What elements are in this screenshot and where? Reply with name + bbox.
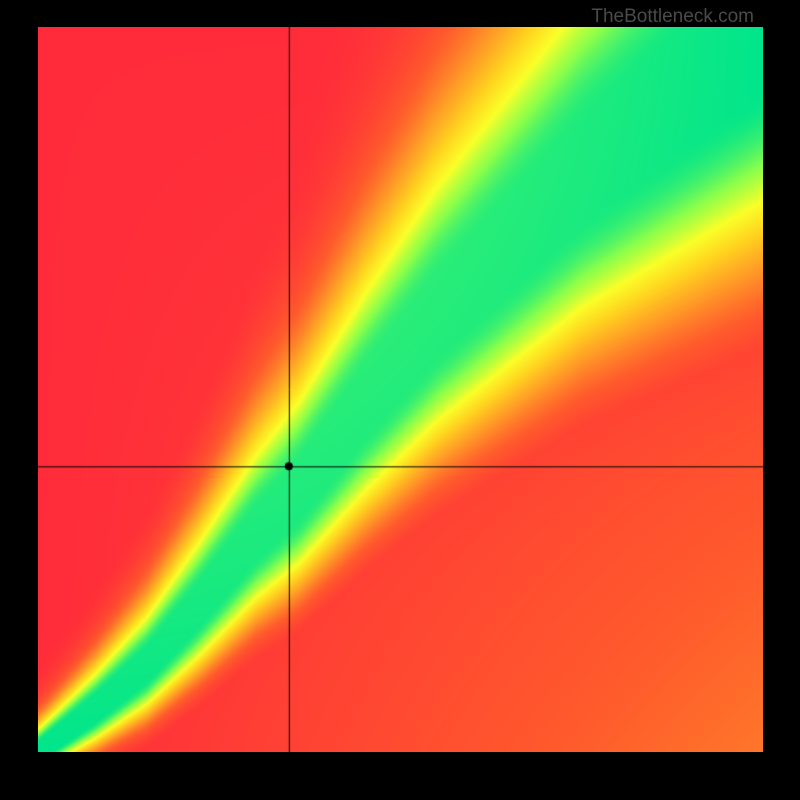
chart-frame: TheBottleneck.com [0, 0, 800, 800]
bottleneck-heatmap [38, 27, 763, 752]
watermark-text: TheBottleneck.com [591, 6, 754, 28]
